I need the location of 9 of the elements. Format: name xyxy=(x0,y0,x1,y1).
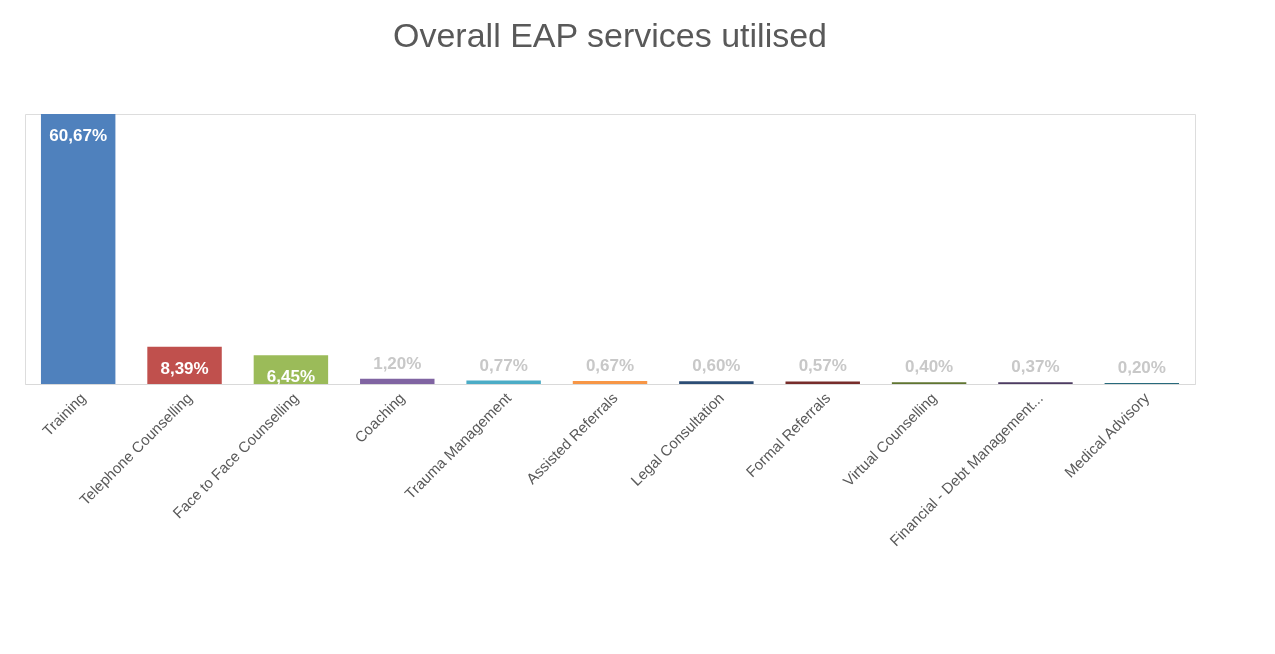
chart-title: Overall EAP services utilised xyxy=(393,16,827,54)
data-label: 6,45% xyxy=(266,367,316,387)
bar xyxy=(40,114,116,384)
bar xyxy=(572,381,648,384)
data-label: 8,39% xyxy=(160,358,209,378)
bar xyxy=(679,381,754,384)
bar xyxy=(785,381,860,384)
bar xyxy=(360,378,435,384)
data-label: 60,67% xyxy=(49,126,108,145)
